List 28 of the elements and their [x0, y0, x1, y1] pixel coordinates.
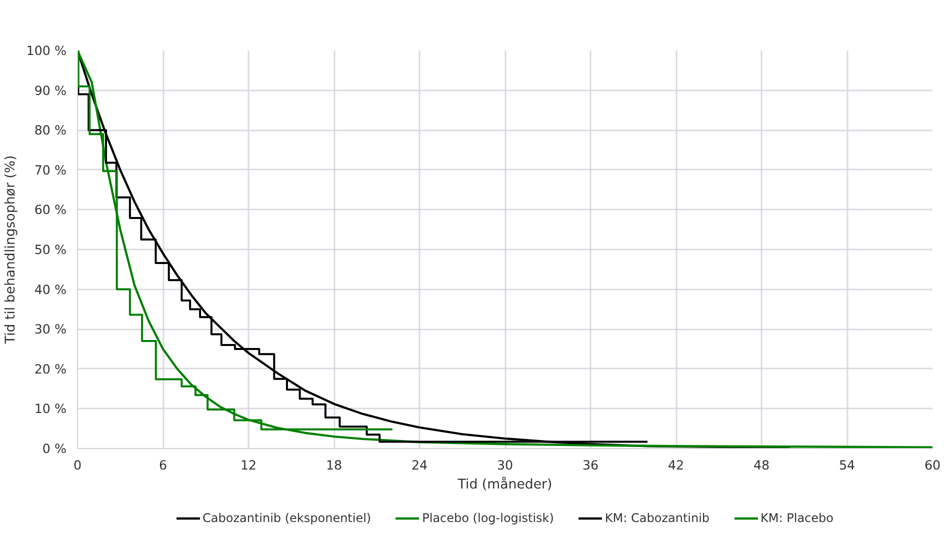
- x-tick-label: 18: [326, 458, 342, 472]
- legend-label: KM: Cabozantinib: [604, 510, 710, 524]
- x-axis-title: Tid (måneder): [456, 476, 552, 492]
- y-tick-label: 60 %: [34, 202, 67, 218]
- x-tick-label: 60: [924, 458, 941, 472]
- legend-label: Cabozantinib (eksponentiel): [202, 510, 372, 524]
- x-tick-label: 48: [753, 458, 770, 472]
- x-tick-label: 30: [496, 458, 514, 472]
- y-tick-label: 10 %: [34, 401, 67, 416]
- y-tick-label: 90 %: [34, 82, 67, 98]
- x-tick-label: 36: [582, 458, 599, 472]
- x-tick-label: 0: [73, 458, 82, 472]
- y-tick-label: 70 %: [34, 162, 67, 178]
- x-tick-label: 24: [411, 458, 428, 472]
- x-tick-label: 42: [668, 458, 684, 472]
- x-tick-label: 12: [240, 458, 257, 472]
- x-tick-label: 6: [158, 458, 168, 472]
- y-tick-label: 40 %: [34, 282, 67, 297]
- legend-label: KM: Placebo: [760, 510, 834, 524]
- y-tick-label: 0 %: [42, 441, 67, 456]
- x-tick-label: 54: [838, 458, 856, 472]
- legend-label: Placebo (log-logistisk): [422, 510, 554, 524]
- y-tick-label: 20 %: [34, 361, 67, 376]
- y-axis-title: Tid til behandlingsophør (%): [3, 155, 18, 345]
- y-tick-label: 100 %: [26, 43, 67, 58]
- y-tick-label: 50 %: [34, 242, 67, 257]
- y-tick-label: 30 %: [34, 322, 67, 337]
- y-tick-label: 80 %: [34, 122, 67, 138]
